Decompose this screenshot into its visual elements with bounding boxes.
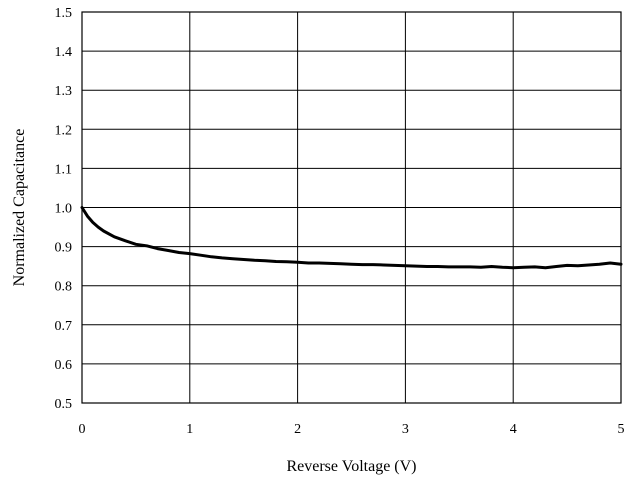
y-tick-label: 1.1 <box>55 162 73 177</box>
x-tick-label: 3 <box>402 422 409 437</box>
series-line <box>80 206 623 270</box>
grid-lines <box>81 11 622 404</box>
x-tick-labels: 0 1 2 3 4 5 <box>79 422 625 437</box>
y-tick-label: 0.8 <box>55 280 73 295</box>
x-tick-label: 1 <box>186 422 193 437</box>
x-tick-label: 0 <box>79 422 86 437</box>
y-tick-label: 0.5 <box>55 397 73 412</box>
x-tick-label: 5 <box>618 422 625 437</box>
x-tick-label: 4 <box>510 422 517 437</box>
y-tick-label: 0.7 <box>55 319 73 334</box>
y-tick-label: 1.3 <box>55 84 73 99</box>
x-tick-label: 2 <box>294 422 301 437</box>
y-tick-label: 0.9 <box>55 241 73 256</box>
y-axis-title: Normalized Capacitance <box>11 129 28 287</box>
y-tick-labels: 0.5 0.6 0.7 0.8 0.9 1.0 1.1 1.2 1.3 1.4 1.5 <box>55 6 73 412</box>
y-tick-label: 0.6 <box>55 358 73 373</box>
y-tick-label: 1.4 <box>55 45 73 60</box>
series-layer <box>80 206 623 270</box>
y-tick-label: 1.2 <box>55 123 73 138</box>
x-axis-title: Reverse Voltage (V) <box>286 458 416 475</box>
y-tick-label: 1.5 <box>55 6 73 21</box>
y-tick-label: 1.0 <box>55 202 73 217</box>
